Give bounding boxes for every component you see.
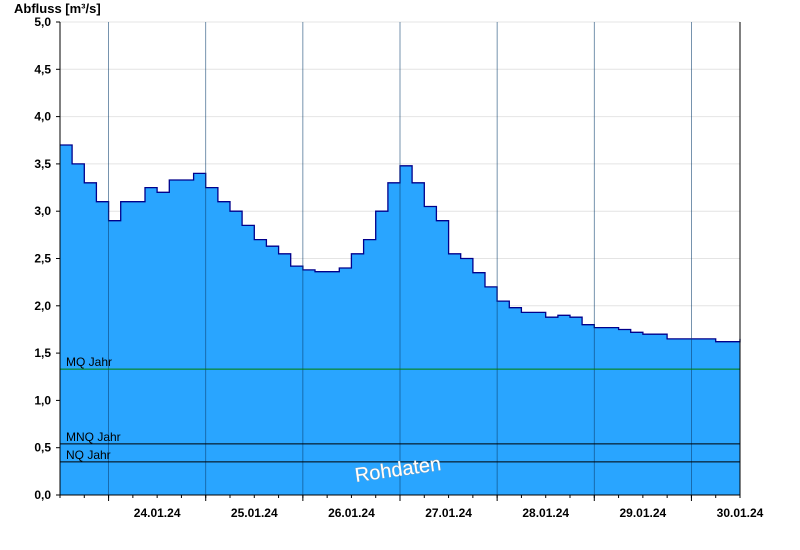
x-tick-label: 28.01.24: [522, 506, 569, 520]
y-tick-label: 3,5: [34, 157, 51, 171]
reference-line-label: NQ Jahr: [66, 448, 111, 462]
y-tick-label: 4,5: [34, 62, 51, 76]
x-tick-label: 25.01.24: [231, 506, 278, 520]
y-tick-label: 4,0: [34, 110, 51, 124]
y-tick-label: 2,5: [34, 252, 51, 266]
x-tick-label: 29.01.24: [619, 506, 666, 520]
x-tick-label: 26.01.24: [328, 506, 375, 520]
y-axis-label: Abfluss [m³/s]: [14, 1, 101, 16]
x-tick-label: 24.01.24: [134, 506, 181, 520]
x-axis-ticks: 24.01.24 25.01.24 26.01.24 27.01.24 28.01.24…: [59, 495, 764, 520]
y-tick-label: 0,0: [34, 488, 51, 502]
y-tick-label: 3,0: [34, 204, 51, 218]
discharge-line: [60, 144, 741, 343]
y-tick-label: 1,0: [34, 393, 51, 407]
x-tick-label: 27.01.24: [425, 506, 472, 520]
reference-lines: MQ Jahr MNQ Jahr NQ Jahr: [60, 355, 740, 463]
day-separator-lines: [108, 22, 692, 495]
y-tick-label: 2,0: [34, 299, 51, 313]
y-tick-label: 1,5: [34, 346, 51, 360]
y-tick-label: 5,0: [34, 15, 51, 29]
y-tick-label: 0,5: [34, 441, 51, 455]
reference-line-label: MQ Jahr: [66, 355, 112, 369]
x-tick-label: 30.01.24: [717, 506, 764, 520]
y-axis-ticks: 0,0 0,5 1,0 1,5 2,0 2,5 3,0 3,5 4,0 4,5 5,0: [34, 15, 60, 502]
reference-line-label: MNQ Jahr: [66, 430, 121, 444]
